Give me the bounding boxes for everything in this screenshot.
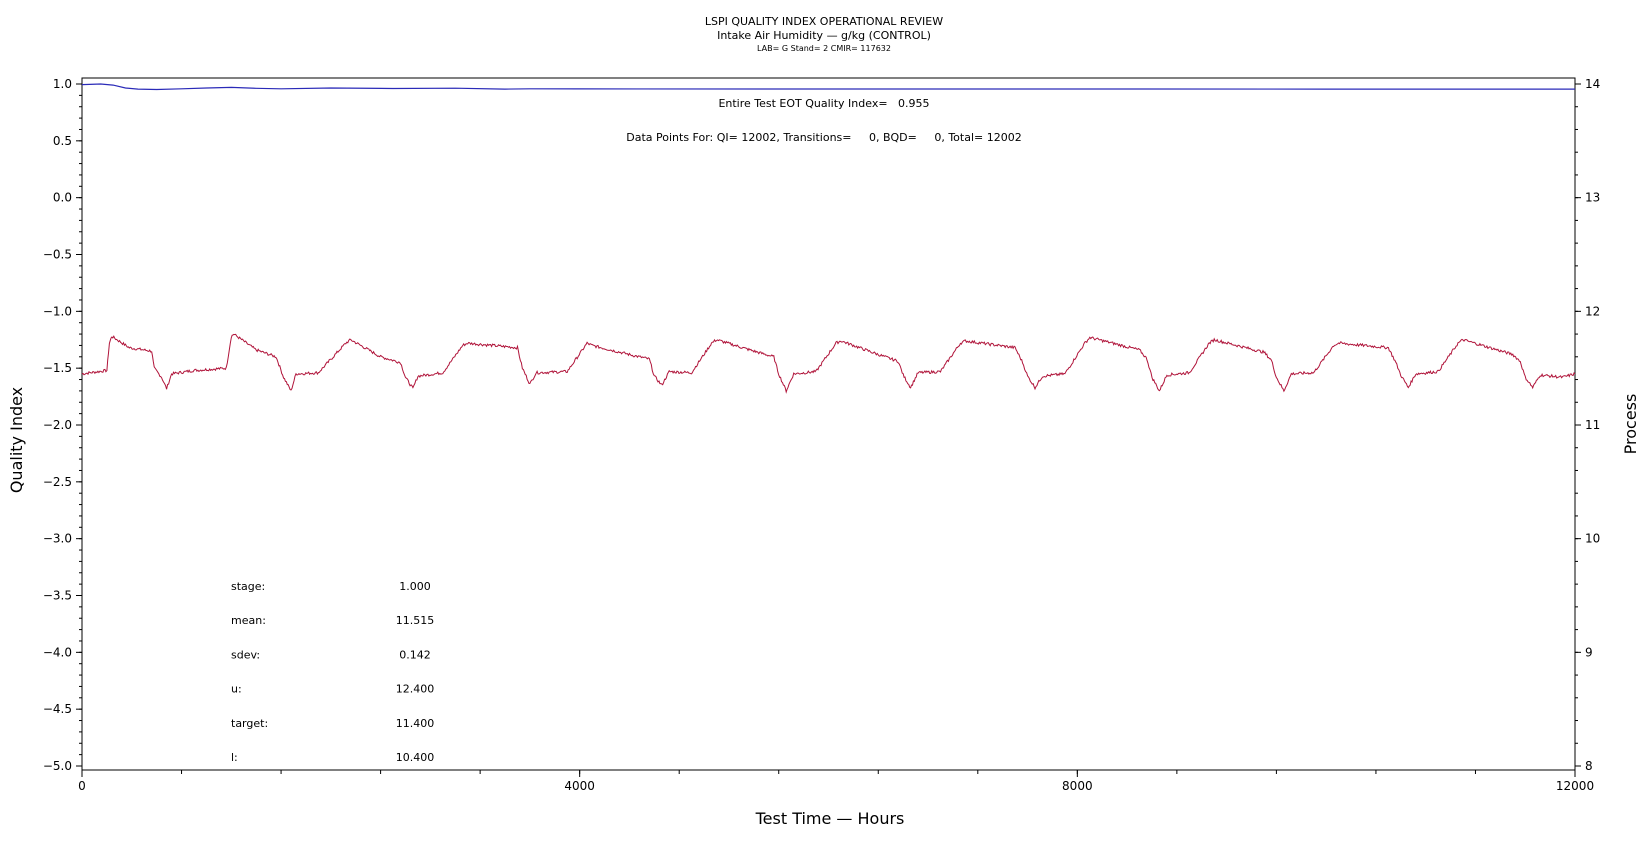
y-right-tick-label: 8 (1585, 759, 1593, 773)
stat-label: mean: (231, 614, 266, 627)
stat-value: 0.142 (399, 648, 431, 661)
y-right-tick-label: 13 (1585, 191, 1600, 205)
annotation-quality-index: Entire Test EOT Quality Index= 0.955 (718, 97, 929, 110)
stat-label: stage: (231, 580, 265, 593)
y-left-tick-label: −1.5 (43, 361, 72, 375)
chart-title: LSPI QUALITY INDEX OPERATIONAL REVIEW (705, 15, 943, 28)
y-left-tick-label: −3.5 (43, 589, 72, 603)
y-left-tick-label: 0.5 (53, 134, 72, 148)
y-left-tick-label: −4.5 (43, 702, 72, 716)
stat-label: u: (231, 683, 242, 696)
y-left-tick-label: 1.0 (53, 77, 72, 91)
axis-ticks: 1.0 0.5 0.0 −0.5 −1.0 −1.5 −2.0 −2.5 −3.0 −3.5 −4.… (43, 77, 1600, 793)
series-layer (81, 83, 1576, 394)
y-left-tick-label: −2.0 (43, 418, 72, 432)
y-right-tick-label: 14 (1585, 77, 1600, 91)
x-tick-label: 4000 (564, 779, 595, 793)
stats-block: stage: 1.000 mean: 11.515 sdev: 0.142 u: 12.400… (231, 580, 434, 764)
y-left-tick-label: −1.0 (43, 304, 72, 318)
stat-value: 11.400 (396, 717, 435, 730)
y-right-tick-label: 9 (1585, 645, 1593, 659)
stat-label: sdev: (231, 648, 260, 661)
annotation-data-points: Data Points For: QI= 12002, Transitions=… (626, 131, 1021, 144)
x-tick-label: 0 (78, 779, 86, 793)
quality-index-series-line (81, 83, 1575, 91)
stat-label: l: (231, 751, 238, 764)
process-series-line (81, 333, 1576, 394)
y-left-tick-label: −4.0 (43, 645, 72, 659)
chart-subtitle-lab: LAB= G Stand= 2 CMIR= 117632 (757, 44, 891, 53)
y-left-tick-label: −2.5 (43, 475, 72, 489)
y-left-tick-label: −0.5 (43, 248, 72, 262)
plot-frame (81, 77, 1576, 771)
stat-value: 10.400 (396, 751, 435, 764)
x-tick-label: 8000 (1062, 779, 1093, 793)
stat-value: 12.400 (396, 683, 435, 696)
y-right-tick-label: 12 (1585, 304, 1600, 318)
y-left-tick-label: 0.0 (53, 191, 72, 205)
stat-value: 11.515 (396, 614, 435, 627)
stat-value: 1.000 (399, 580, 431, 593)
chart-subtitle: Intake Air Humidity — g/kg (CONTROL) (717, 29, 931, 42)
x-axis-label: Test Time — Hours (755, 809, 905, 828)
y-axis-label-right: Process (1621, 394, 1640, 455)
y-left-tick-label: −5.0 (43, 759, 72, 773)
y-axis-label-left: Quality Index (7, 387, 26, 493)
y-left-tick-label: −3.0 (43, 532, 72, 546)
y-right-tick-label: 10 (1585, 532, 1600, 546)
y-right-tick-label: 11 (1585, 418, 1600, 432)
stat-label: target: (231, 717, 268, 730)
x-tick-label: 12000 (1556, 779, 1594, 793)
